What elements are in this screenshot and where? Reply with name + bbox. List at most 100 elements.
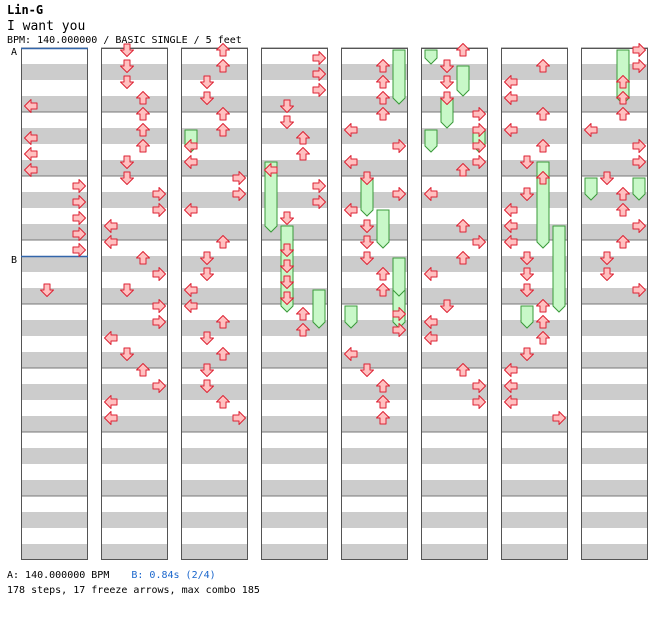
arrow-left-icon	[424, 267, 438, 281]
beat-stripe	[501, 544, 568, 560]
beat-stripe	[421, 64, 488, 80]
beat-stripe	[101, 64, 168, 80]
beat-stripe	[341, 128, 408, 144]
arrow-right-icon	[152, 187, 166, 201]
beat-stripe	[261, 256, 328, 272]
beat-stripe	[181, 544, 248, 560]
beat-stripe	[581, 288, 648, 304]
beat-stripe	[581, 224, 648, 240]
beat-stripe	[421, 512, 488, 528]
footer-bpm: A: 140.000000 BPM B: 0.84s (2/4)	[7, 570, 216, 581]
beat-stripe	[421, 160, 488, 176]
beat-stripe	[181, 224, 248, 240]
beat-stripe	[341, 160, 408, 176]
arrow-left-icon	[504, 379, 518, 393]
arrow-down-icon	[440, 91, 454, 105]
freeze-arrow	[520, 305, 534, 329]
arrow-left-icon	[424, 315, 438, 329]
arrow-right-icon	[152, 203, 166, 217]
beat-stripe	[101, 352, 168, 368]
arrow-up-icon	[456, 363, 470, 377]
arrow-down-icon	[40, 283, 54, 297]
arrow-right-icon	[152, 379, 166, 393]
arrow-left-icon	[344, 123, 358, 137]
arrow-up-icon	[376, 59, 390, 73]
arrow-right-icon	[472, 139, 486, 153]
arrow-left-icon	[504, 395, 518, 409]
arrow-right-icon	[312, 195, 326, 209]
arrow-down-icon	[600, 171, 614, 185]
beat-stripe	[181, 384, 248, 400]
arrow-left-icon	[184, 155, 198, 169]
arrow-down-icon	[520, 267, 534, 281]
bpm-b-text: B: 0.84s (2/4)	[131, 570, 216, 581]
beat-stripe	[261, 352, 328, 368]
beat-stripe	[181, 416, 248, 432]
arrow-down-icon	[120, 155, 134, 169]
arrow-up-icon	[296, 307, 310, 321]
beat-stripe	[261, 288, 328, 304]
beat-stripe	[261, 416, 328, 432]
arrow-right-icon	[312, 51, 326, 65]
beat-stripe	[581, 512, 648, 528]
beat-stripe	[101, 416, 168, 432]
beat-stripe	[21, 448, 88, 464]
arrow-left-icon	[424, 187, 438, 201]
arrow-left-icon	[24, 163, 38, 177]
beat-stripe	[421, 128, 488, 144]
freeze-arrow	[632, 177, 646, 201]
arrow-up-icon	[216, 347, 230, 361]
beat-stripe	[181, 128, 248, 144]
beat-stripe	[421, 480, 488, 496]
arrow-down-icon	[520, 251, 534, 265]
beat-stripe	[501, 288, 568, 304]
arrow-down-icon	[200, 75, 214, 89]
arrow-up-icon	[536, 139, 550, 153]
beat-stripe	[341, 320, 408, 336]
arrow-down-icon	[280, 259, 294, 273]
beat-stripe	[341, 448, 408, 464]
beat-stripe	[21, 544, 88, 560]
beat-stripe	[101, 256, 168, 272]
beat-stripe	[181, 512, 248, 528]
beat-stripe	[581, 160, 648, 176]
arrow-up-icon	[616, 107, 630, 121]
arrow-up-icon	[376, 267, 390, 281]
arrow-up-icon	[296, 131, 310, 145]
arrow-up-icon	[296, 323, 310, 337]
beat-stripe	[261, 192, 328, 208]
beat-stripe	[21, 416, 88, 432]
beat-stripe	[261, 160, 328, 176]
arrow-right-icon	[632, 283, 646, 297]
arrow-down-icon	[280, 291, 294, 305]
arrow-left-icon	[104, 219, 118, 233]
arrow-up-icon	[536, 331, 550, 345]
arrow-right-icon	[312, 67, 326, 81]
arrow-up-icon	[536, 171, 550, 185]
arrow-right-icon	[472, 395, 486, 409]
beat-stripe	[501, 320, 568, 336]
arrow-left-icon	[504, 91, 518, 105]
beat-stripe	[341, 384, 408, 400]
beat-stripe	[341, 224, 408, 240]
arrow-down-icon	[200, 267, 214, 281]
arrow-down-icon	[360, 363, 374, 377]
arrow-left-icon	[104, 331, 118, 345]
freeze-arrow	[264, 161, 278, 233]
beat-stripe	[501, 192, 568, 208]
beat-stripe	[181, 448, 248, 464]
beat-stripe	[181, 352, 248, 368]
arrow-up-icon	[216, 235, 230, 249]
beat-stripe	[341, 64, 408, 80]
arrow-right-icon	[232, 187, 246, 201]
beat-stripe	[21, 192, 88, 208]
beat-stripe	[581, 256, 648, 272]
marker-b-label: B	[11, 255, 18, 266]
arrow-up-icon	[456, 43, 470, 57]
arrow-right-icon	[72, 179, 86, 193]
beat-stripe	[501, 96, 568, 112]
beat-stripe	[21, 320, 88, 336]
beat-stripe	[181, 288, 248, 304]
arrow-right-icon	[152, 299, 166, 313]
arrow-right-icon	[472, 379, 486, 393]
